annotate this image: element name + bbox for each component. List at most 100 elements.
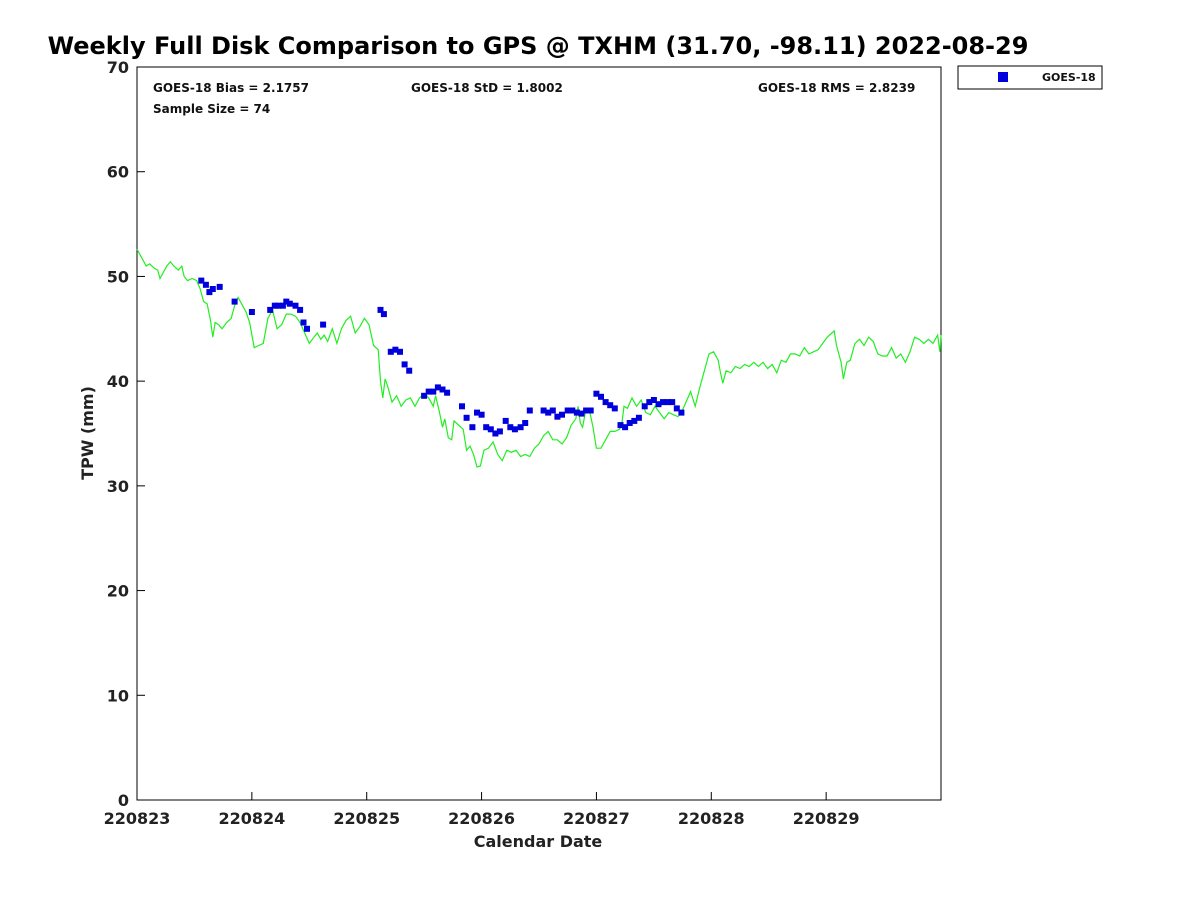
goes-data-point	[292, 302, 299, 309]
goes-data-point	[664, 399, 671, 406]
sample-size-stat: Sample Size = 74	[153, 102, 270, 116]
goes-data-point	[650, 397, 657, 403]
x-tick-label: 220826	[448, 809, 515, 828]
goes-data-point	[502, 417, 509, 424]
goes-data-point	[206, 289, 213, 296]
goes-data-point	[540, 407, 547, 414]
rms-stat: GOES-18 RMS = 2.8239	[758, 81, 915, 95]
y-axis-label: TPW (mm)	[78, 386, 97, 480]
goes-data-point	[397, 348, 403, 355]
goes-data-point	[569, 407, 576, 414]
y-tick-label: 60	[107, 163, 129, 182]
goes-data-point	[669, 399, 676, 406]
goes-data-point	[286, 300, 293, 307]
x-tick-label: 220828	[678, 809, 745, 828]
y-tick-label: 50	[107, 267, 129, 286]
goes-data-point	[522, 420, 529, 426]
goes-data-point	[517, 424, 524, 431]
goes-data-point	[202, 281, 209, 288]
goes-data-point	[622, 424, 629, 431]
goes-data-point	[425, 388, 432, 395]
legend-label-goes: GOES-18	[1042, 71, 1096, 84]
goes-data-point	[635, 414, 642, 421]
goes-data-point	[380, 311, 387, 318]
goes-data-point	[593, 390, 600, 397]
goes-data-point	[549, 407, 556, 414]
goes-data-point	[275, 302, 282, 309]
x-axis-label: Calendar Date	[474, 832, 603, 851]
x-tick-label: 220827	[563, 809, 630, 828]
goes-data-point	[271, 302, 278, 309]
goes-series	[198, 277, 685, 437]
goes-data-point	[304, 325, 310, 332]
y-tick-label: 30	[107, 477, 129, 496]
goes-data-point	[507, 424, 514, 431]
goes-data-point	[279, 302, 286, 309]
goes-data-point	[660, 399, 666, 406]
goes-data-point	[554, 413, 561, 420]
goes-data-point	[587, 407, 594, 414]
goes-data-point	[492, 430, 499, 437]
y-tick-label: 70	[107, 58, 129, 77]
x-tick-label: 220829	[793, 809, 860, 828]
goes-data-point	[655, 401, 662, 408]
goes-data-point	[578, 410, 585, 417]
goes-data-point	[559, 411, 565, 418]
goes-data-point	[387, 348, 394, 355]
goes-data-point	[267, 306, 274, 313]
goes-data-point	[469, 424, 476, 431]
gps-series	[136, 248, 942, 468]
goes-data-point	[598, 393, 604, 400]
y-tick-label: 10	[107, 686, 129, 705]
goes-data-point	[583, 407, 590, 414]
goes-data-point	[626, 420, 633, 426]
goes-data-point	[377, 306, 384, 313]
goes-data-point	[478, 411, 485, 418]
goes-data-point	[545, 409, 552, 416]
x-tick-label: 220823	[104, 809, 171, 828]
goes-data-point	[463, 414, 470, 421]
goes-data-point	[401, 361, 408, 368]
bias-stat: GOES-18 Bias = 2.1757	[153, 81, 309, 95]
goes-data-point	[564, 407, 571, 414]
legend: GOES-18	[957, 65, 1103, 90]
y-tick-label: 20	[107, 582, 129, 601]
goes-data-point	[283, 298, 290, 305]
y-tick-label: 0	[118, 791, 129, 810]
goes-data-point	[511, 426, 518, 433]
goes-data-point	[297, 306, 304, 313]
plot-area	[136, 66, 942, 801]
x-tick-label: 220824	[218, 809, 285, 828]
goes-data-point	[439, 386, 446, 393]
goes-data-point	[459, 403, 465, 410]
goes-data-point	[209, 286, 216, 292]
goes-data-point	[631, 417, 638, 424]
goes-data-point	[617, 422, 624, 429]
goes-data-point	[421, 392, 428, 399]
goes-data-point	[646, 399, 653, 406]
goes-data-point	[300, 319, 307, 326]
goes-data-point	[678, 409, 685, 416]
goes-data-point	[392, 346, 399, 353]
std-stat: GOES-18 StD = 1.8002	[411, 81, 563, 95]
goes-data-point	[474, 409, 480, 416]
legend-marker-goes	[998, 72, 1008, 82]
goes-data-point	[602, 399, 609, 406]
goes-data-point	[198, 277, 205, 284]
stats-box: GOES-18 Bias = 2.1757 GOES-18 StD = 1.80…	[153, 81, 915, 116]
goes-data-point	[673, 405, 680, 412]
y-axis: 0 10 20 30 40 50 60 70	[107, 58, 145, 810]
goes-data-point	[434, 384, 441, 391]
goes-data-point	[406, 367, 413, 374]
y-tick-label: 40	[107, 372, 129, 391]
x-axis: 220823 220824 220825 220826 220827 220828 2208…	[104, 792, 860, 828]
goes-data-point	[320, 321, 327, 328]
x-tick-label: 220825	[333, 809, 400, 828]
chart-title: Weekly Full Disk Comparison to GPS @ TXH…	[48, 32, 1029, 60]
goes-data-point	[430, 388, 437, 395]
goes-data-point	[641, 403, 648, 410]
gps-line	[136, 248, 942, 468]
goes-data-point	[444, 389, 451, 396]
goes-data-point	[573, 409, 580, 416]
